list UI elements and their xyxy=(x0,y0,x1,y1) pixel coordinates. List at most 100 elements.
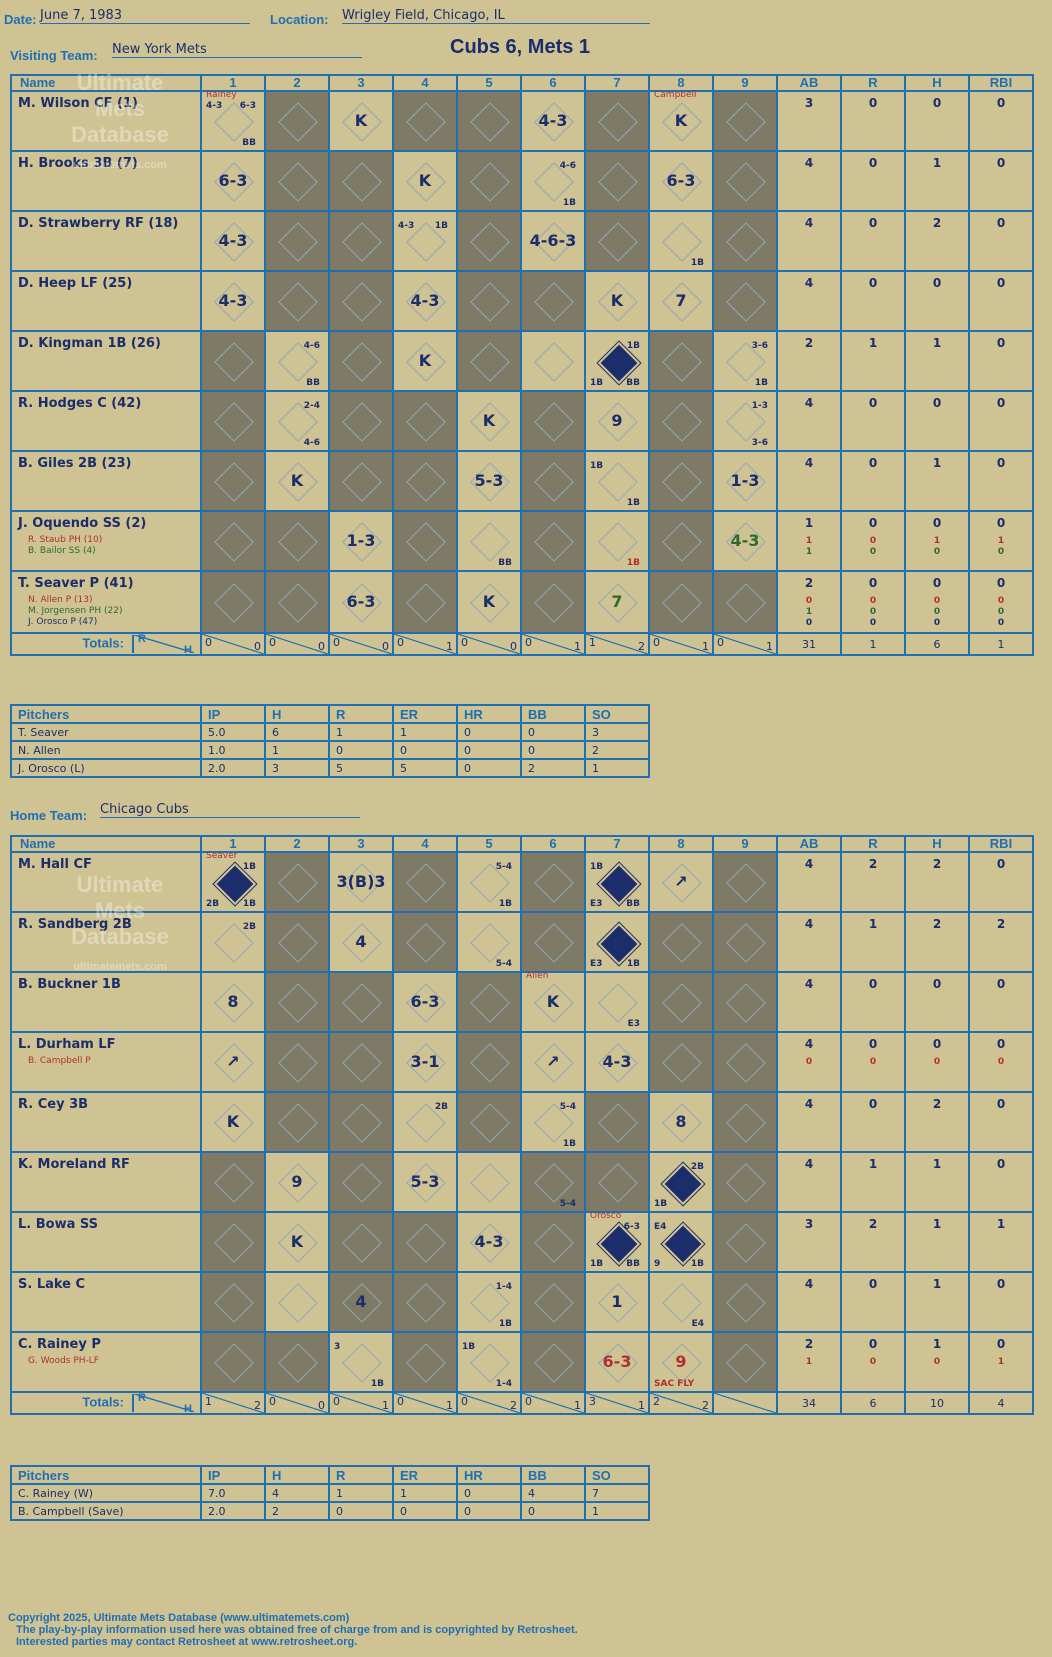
totals-label: Totals: xyxy=(82,635,124,651)
stat-value: 4 xyxy=(804,156,814,170)
play-result: 6-3 xyxy=(410,992,440,1011)
inning-cell xyxy=(712,90,778,152)
play-result: 6-3 xyxy=(666,171,696,190)
diamond-icon xyxy=(278,863,318,903)
inning-cell xyxy=(328,971,394,1033)
watermark-site: ultimatemets.com xyxy=(73,159,167,171)
column-header: 1 xyxy=(200,74,266,92)
inning-runs: 0 xyxy=(397,636,404,649)
inning-cell: 4-3 xyxy=(200,270,266,332)
diamond-icon xyxy=(726,583,766,623)
batter-name-cell: J. Oquendo SS (2) R. Staub PH (10) B. Bail… xyxy=(10,510,202,572)
stat-value: 0 xyxy=(932,977,942,991)
batting-stat: 2 xyxy=(904,1091,970,1153)
play-notation: 1B xyxy=(690,258,704,268)
total-stat: 1 xyxy=(968,632,1034,656)
inning-cell: 5-4 1B xyxy=(520,1091,586,1153)
stat-value: 0 xyxy=(868,576,878,590)
batting-stat: 0 xyxy=(840,150,906,212)
stat-value: 0 xyxy=(996,216,1006,230)
hits-key: H xyxy=(184,644,192,656)
diamond-icon xyxy=(214,583,254,623)
runs-key: R xyxy=(138,633,146,645)
total-stat: 34 xyxy=(776,1391,842,1415)
watermark-text: Ultimate Mets Database xyxy=(71,70,169,147)
inning-cell xyxy=(712,1271,778,1333)
inning-cell xyxy=(648,330,714,392)
diamond-icon xyxy=(534,522,574,562)
inning-cell: K Allen xyxy=(520,971,586,1033)
diamond-icon xyxy=(726,863,766,903)
inning-hits: 1 xyxy=(766,640,773,653)
inning-runs: 0 xyxy=(205,636,212,649)
inning-runs: 0 xyxy=(397,1395,404,1408)
pitching-stat: 3 xyxy=(584,722,650,742)
stat-value: 1 xyxy=(868,917,878,931)
inning-cell: 5-4 xyxy=(456,911,522,973)
stat-value: 0 xyxy=(996,857,1006,871)
batting-stat: 0 xyxy=(968,450,1034,512)
sub-stat-value: 0 xyxy=(805,1057,813,1067)
batter-row: R. Hodges C (42) 2-4 4-6 K 9 1-3 3-6 4 0 0 0 xyxy=(10,390,1034,452)
batting-stat: 0 xyxy=(904,90,970,152)
inning-cell xyxy=(264,570,330,634)
inning-runs: 0 xyxy=(333,636,340,649)
diamond-icon xyxy=(406,402,446,442)
inning-cell xyxy=(200,1331,266,1393)
diamond-icon xyxy=(470,923,510,963)
pitching-stat: 1 xyxy=(328,722,394,742)
retrosheet-contact: Interested parties may contact Retroshee… xyxy=(16,1636,358,1648)
pitching-stat: 5.0 xyxy=(200,722,266,742)
diamond-icon xyxy=(534,1343,574,1383)
batter-name-cell: B. Buckner 1B xyxy=(10,971,202,1033)
diamond-icon xyxy=(342,1103,382,1143)
inning-cell: ↗ xyxy=(648,851,714,913)
play-result: 4-3 xyxy=(730,531,760,550)
diamond-icon xyxy=(406,522,446,562)
stat-value: 2 xyxy=(804,1337,814,1351)
play-result: 5-3 xyxy=(474,471,504,490)
inning-cell: 7 xyxy=(648,270,714,332)
play-notation: 1B xyxy=(626,341,640,351)
batter-row: C. Rainey P G. Woods PH-LF 3 1B 1B 1-4 6-3 9 SAC… xyxy=(10,1331,1034,1393)
inning-cell: K Campbell xyxy=(648,90,714,152)
inning-cell xyxy=(712,570,778,634)
pitching-stat: 5 xyxy=(328,758,394,778)
diamond-icon xyxy=(470,102,510,142)
inning-cell: 9 SAC FLY xyxy=(648,1331,714,1393)
inning-cell xyxy=(328,210,394,272)
batter-name: C. Rainey P xyxy=(18,1337,101,1352)
inning-cell xyxy=(648,1031,714,1093)
inning-cell: 6-3 xyxy=(200,150,266,212)
diamond-icon xyxy=(726,1043,766,1083)
diamond-icon xyxy=(406,863,446,903)
play-notation: BB xyxy=(626,378,640,388)
sub-stat-value: 0 xyxy=(869,1057,877,1067)
total-stat: 6 xyxy=(840,1391,906,1415)
pitching-stat: 4 xyxy=(264,1483,330,1503)
batting-stat: 4 xyxy=(776,971,842,1033)
play-notation: 2B xyxy=(242,922,256,932)
stat-value: 2 xyxy=(868,1217,878,1231)
totals-label-cell: Totals: R H xyxy=(10,1391,202,1415)
play-result: ↗ xyxy=(674,872,688,891)
column-header: R xyxy=(840,74,906,92)
batting-stat: 1 xyxy=(904,1271,970,1333)
diamond-icon xyxy=(278,1043,318,1083)
diamond-icon xyxy=(662,342,702,382)
batter-row: B. Buckner 1B 8 6-3 K Allen E3 4 0 0 0 xyxy=(10,971,1034,1033)
batter-name: R. Hodges C (42) xyxy=(18,396,142,411)
batting-stat: 1 xyxy=(904,1151,970,1213)
inning-hits: 2 xyxy=(638,640,645,653)
inning-cell xyxy=(648,570,714,634)
inning-cell xyxy=(456,1031,522,1093)
column-header: 7 xyxy=(584,835,650,853)
play-result: 4-3 xyxy=(218,231,248,250)
inning-cell: ↗ xyxy=(520,1031,586,1093)
batter-row: T. Seaver P (41) N. Allen P (13) M. Jorgen… xyxy=(10,570,1034,634)
stat-value: 2 xyxy=(932,857,942,871)
